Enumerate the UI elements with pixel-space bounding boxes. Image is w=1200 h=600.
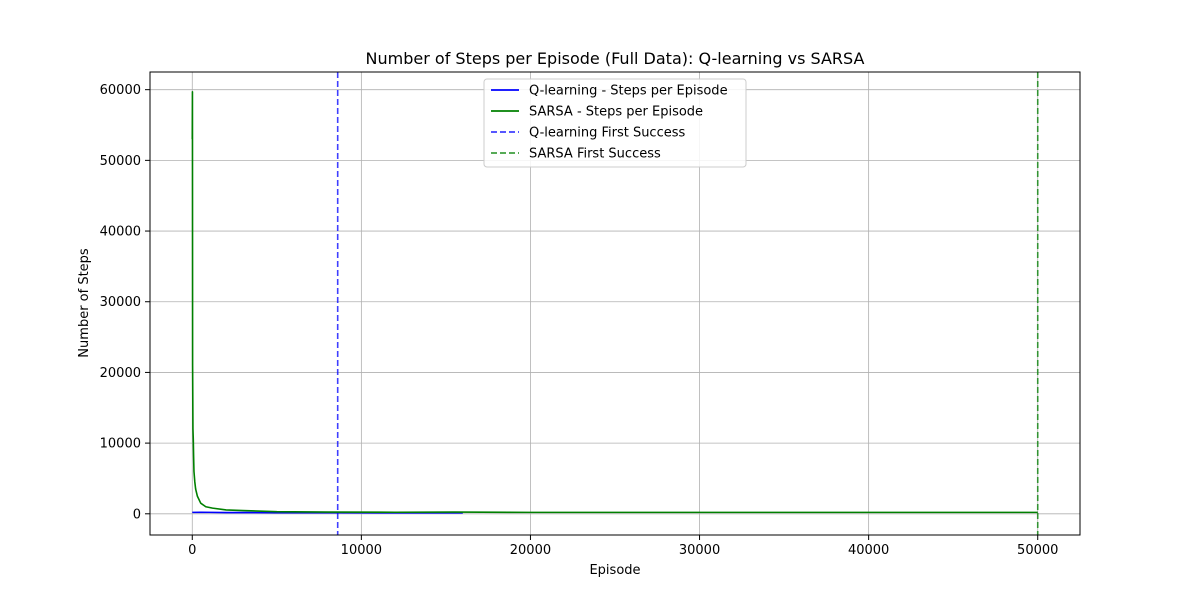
- legend-frame: [483, 78, 747, 168]
- x-tick-label: 0: [188, 543, 196, 558]
- y-tick-label: 40000: [100, 225, 141, 240]
- sarsa-steps-line: [191, 90, 1038, 514]
- x-tick-label: 30000: [679, 543, 720, 558]
- plot-data: [191, 72, 1039, 535]
- x-tick-label: 20000: [510, 543, 551, 558]
- plot-frame: [149, 71, 1081, 536]
- legend-label: SARSA - Steps per Episode: [529, 105, 703, 120]
- y-tick-label: 30000: [100, 295, 141, 310]
- x-tick-label: 50000: [1017, 543, 1058, 558]
- y-tick-label: 10000: [100, 437, 141, 452]
- x-tick-label: 40000: [848, 543, 889, 558]
- y-tick-label: 60000: [100, 83, 141, 98]
- legend-label: SARSA First Success: [529, 147, 661, 162]
- x-tick-label: 10000: [341, 543, 382, 558]
- y-tick-label: 0: [133, 507, 141, 522]
- axis-ticks: 0 10000 20000 30000 40000 50000 0 10000 20000 300…: [100, 83, 1059, 558]
- chart-title: Number of Steps per Episode (Full Data):…: [366, 49, 865, 68]
- legend-label: Q-learning - Steps per Episode: [529, 84, 728, 99]
- legend: Q-learning - Steps per Episode SARSA - St…: [483, 78, 747, 168]
- legend-label: Q-learning First Success: [529, 126, 686, 141]
- x-axis-label: Episode: [589, 563, 640, 578]
- y-tick-label: 50000: [100, 154, 141, 169]
- y-tick-label: 20000: [100, 366, 141, 381]
- y-axis-label: Number of Steps: [77, 248, 92, 358]
